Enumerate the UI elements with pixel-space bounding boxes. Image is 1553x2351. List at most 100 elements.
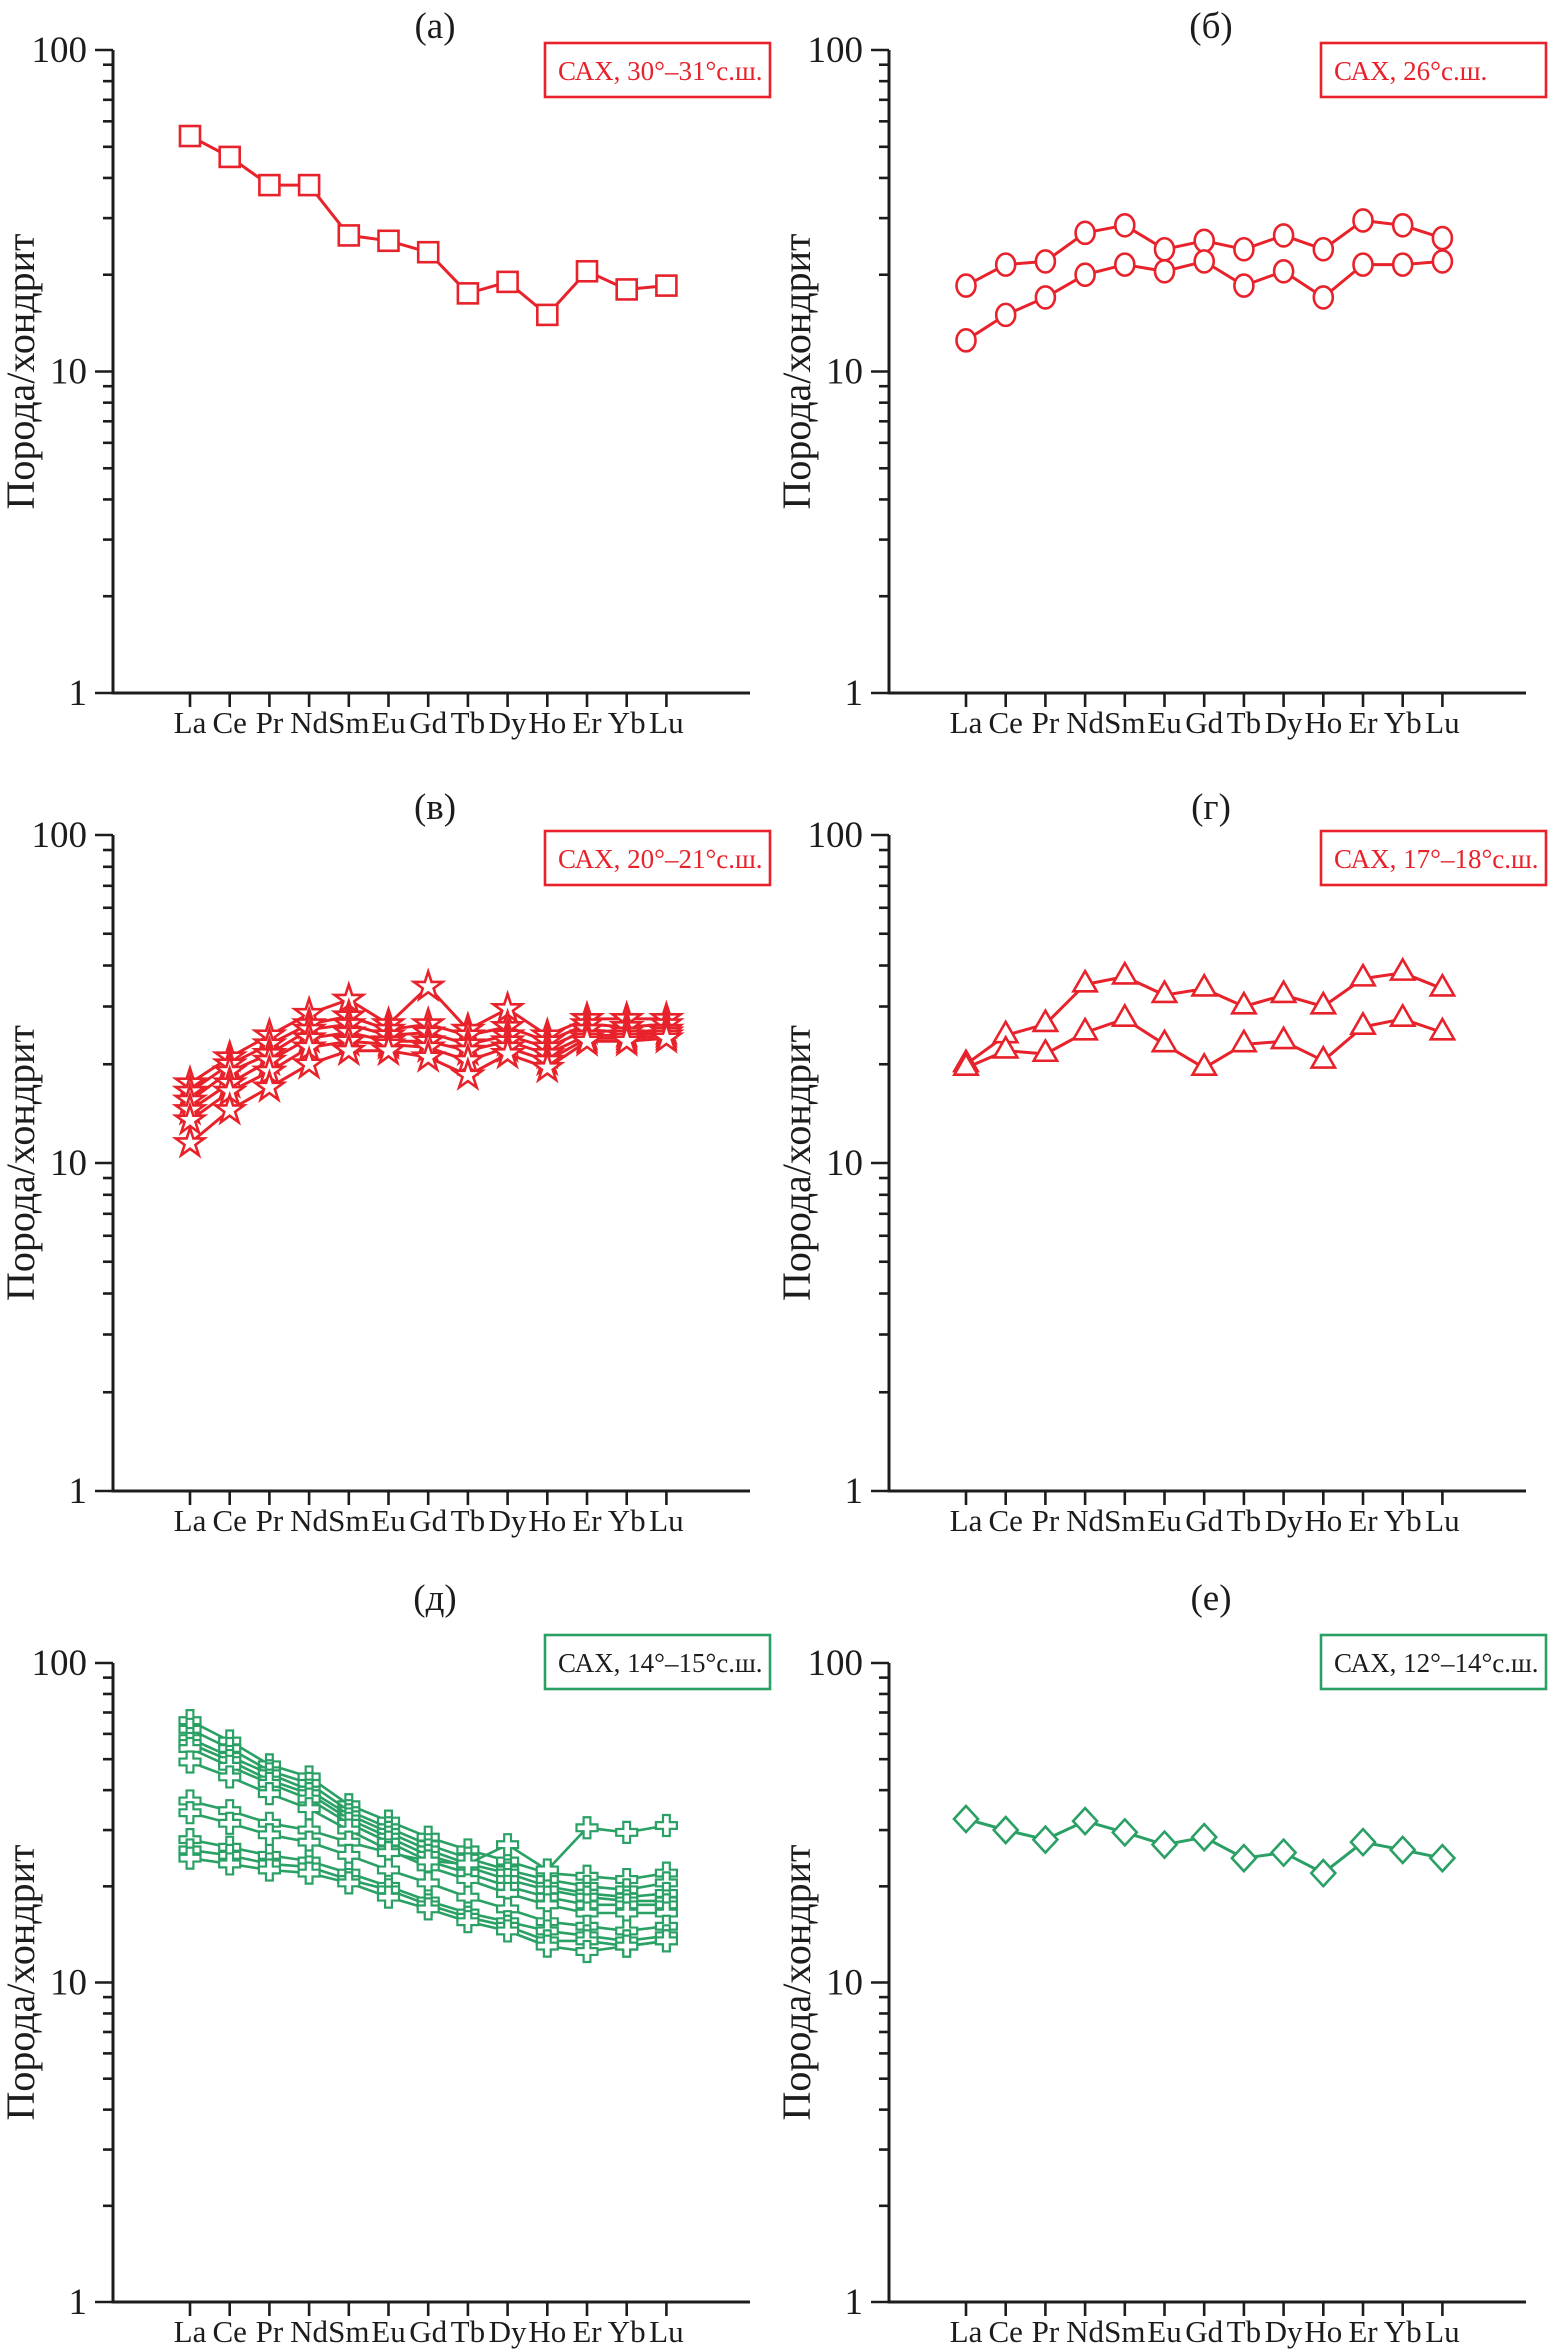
- square-marker: [218, 145, 241, 169]
- star-marker: [409, 967, 447, 1003]
- diamond-marker: [1111, 1817, 1139, 1848]
- star-marker: [409, 1038, 447, 1073]
- axes: [887, 1663, 1526, 2304]
- y-tick-label: 10: [826, 1963, 863, 2004]
- x-tick-label-Tb: Tb: [1227, 2314, 1261, 2349]
- x-tick-label-Dy: Dy: [489, 705, 527, 740]
- y-tick-label: 10: [50, 1143, 87, 1184]
- circle-marker: [1074, 220, 1096, 246]
- star-marker: [489, 1034, 526, 1070]
- panel-g-chart: 100 10 1 La Ce Pr Nd Sm Eu Gd Tb Dy Ho Er Yb Lu Порода/х…: [776, 787, 1548, 1538]
- plus-marker: [218, 1765, 242, 1789]
- x-tick-label-Ho: Ho: [1304, 2314, 1342, 2349]
- triangle-marker: [1229, 1028, 1258, 1053]
- axes: [887, 50, 1526, 695]
- panel-v-chart: 100 10 1 La Ce Pr Nd Sm Eu Gd Tb Dy Ho Er Yb Lu Порода/х…: [0, 787, 772, 1538]
- plus-marker: [496, 1833, 520, 1857]
- star-marker: [251, 1068, 288, 1103]
- square-marker: [456, 282, 480, 305]
- x-tick-label-Pr: Pr: [256, 705, 284, 740]
- y-tick-label: 100: [808, 815, 864, 856]
- diamond-marker: [1071, 1806, 1099, 1837]
- circle-marker: [1312, 236, 1335, 262]
- x-tick-label-Nd: Nd: [1066, 1503, 1104, 1538]
- triangle-marker: [1110, 1002, 1139, 1027]
- circle-marker: [1034, 285, 1057, 310]
- x-tick-label-Lu: Lu: [1425, 2314, 1459, 2349]
- legend-label: САХ, 14°–15°с.ш.: [558, 1648, 763, 1678]
- triangle-marker: [952, 1051, 980, 1076]
- panel-a-chart: 100 10 1 La Ce Pr Nd Sm Eu Gd Tb Dy Ho Er Yb Lu Порода/х…: [0, 6, 772, 740]
- star-marker: [171, 1123, 209, 1159]
- diamond-marker: [1031, 1824, 1060, 1855]
- x-ticks: [964, 1491, 1444, 1505]
- square-marker: [258, 173, 281, 197]
- x-tick-label-Lu: Lu: [1425, 1503, 1459, 1538]
- triangle-marker: [1071, 1016, 1100, 1041]
- circle-marker: [1272, 258, 1295, 284]
- diamond-marker: [1190, 1822, 1218, 1853]
- series-g-2: [952, 1002, 1457, 1076]
- x-tick-label-La: La: [950, 705, 983, 740]
- x-ticks: [188, 693, 668, 707]
- circle-marker: [1113, 212, 1136, 238]
- x-tick-label-Ce: Ce: [988, 1503, 1022, 1538]
- series-v-6: [171, 1019, 685, 1159]
- circle-marker: [1272, 223, 1295, 248]
- square-marker: [337, 224, 361, 247]
- series-b-2: [955, 249, 1454, 353]
- legend-box: [1319, 41, 1548, 99]
- panel-title: (а): [414, 6, 455, 47]
- axes: [111, 1663, 750, 2304]
- x-ticks: [188, 1491, 668, 1505]
- y-ticks: [871, 48, 889, 695]
- x-tick-label-Eu: Eu: [1147, 705, 1181, 740]
- triangle-marker: [991, 1034, 1020, 1059]
- x-tick-label-Eu: Eu: [371, 2314, 405, 2349]
- y-tick-label: 1: [69, 1471, 88, 1512]
- triangle-marker: [1031, 1037, 1060, 1063]
- plus-marker: [337, 1871, 361, 1895]
- circle-marker: [1193, 228, 1216, 254]
- series-g-1: [952, 956, 1457, 1073]
- circle-marker: [1233, 236, 1255, 262]
- star-marker: [211, 1090, 249, 1126]
- diamond-marker: [1349, 1827, 1377, 1858]
- x-tick-label-La: La: [950, 2314, 983, 2349]
- legend-label: САХ, 17°–18°с.ш.: [1334, 844, 1539, 874]
- plus-marker: [575, 1939, 599, 1964]
- y-tick-label: 1: [845, 2282, 864, 2323]
- star-marker: [449, 1056, 487, 1091]
- x-tick-label-Er: Er: [572, 705, 602, 740]
- triangle-marker: [1388, 1002, 1417, 1027]
- plus-marker: [218, 1811, 242, 1835]
- y-tick-label: 100: [32, 815, 88, 856]
- triangle-marker: [1309, 1044, 1338, 1069]
- x-tick-label-Gd: Gd: [409, 2314, 447, 2349]
- x-tick-label-Dy: Dy: [489, 1503, 527, 1538]
- x-tick-label-Eu: Eu: [371, 705, 405, 740]
- x-tick-label-Pr: Pr: [1032, 705, 1060, 740]
- plus-marker: [218, 1852, 242, 1876]
- x-tick-label-Yb: Yb: [608, 1503, 646, 1538]
- y-tick-label: 10: [826, 1143, 863, 1184]
- series-line: [189, 134, 667, 317]
- x-tick-label-Er: Er: [572, 2314, 602, 2349]
- circle-marker: [1352, 208, 1374, 233]
- series-v-5: [171, 1016, 685, 1136]
- y-tick-label: 10: [50, 1963, 87, 2004]
- square-marker: [655, 274, 678, 297]
- square-marker: [416, 240, 440, 264]
- series-e-1: [952, 1804, 1457, 1889]
- x-tick-label-Nd: Nd: [290, 2314, 328, 2349]
- x-tick-label-La: La: [174, 705, 207, 740]
- triangle-marker: [1309, 990, 1338, 1015]
- triangle-marker: [1190, 972, 1219, 997]
- x-tick-label-Ho: Ho: [1304, 705, 1342, 740]
- x-tick-label-La: La: [174, 1503, 207, 1538]
- series-b-1: [955, 208, 1454, 298]
- plus-marker: [456, 1852, 480, 1876]
- y-axis-label: Порода/хондрит: [0, 233, 43, 509]
- x-tick-label-Ho: Ho: [1304, 1503, 1342, 1538]
- circle-marker: [1153, 258, 1176, 284]
